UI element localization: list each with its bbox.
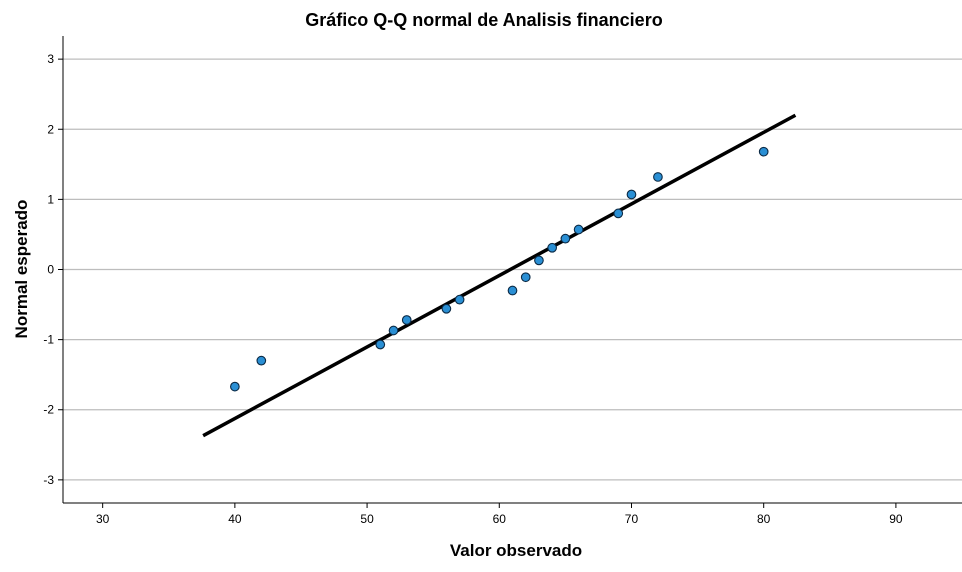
data-point — [573, 224, 584, 235]
x-tick-label: 40 — [228, 512, 242, 526]
data-point — [256, 355, 267, 366]
y-tick-label: 0 — [47, 263, 54, 277]
data-point — [626, 189, 637, 200]
y-tick-label: -2 — [43, 403, 54, 417]
y-axis-label: Normal esperado — [12, 200, 31, 339]
data-points — [230, 146, 769, 392]
data-point — [401, 315, 412, 325]
x-tick-label: 70 — [625, 512, 639, 526]
data-point — [534, 255, 544, 266]
reference-line — [202, 113, 797, 438]
data-point — [507, 285, 518, 296]
data-point — [520, 272, 531, 283]
data-point — [653, 172, 663, 182]
data-point — [758, 146, 769, 157]
chart-title: Gráfico Q-Q normal de Analisis financier… — [305, 10, 662, 30]
x-tick-label: 80 — [757, 512, 771, 526]
data-point — [441, 303, 452, 314]
data-point — [560, 233, 571, 244]
y-axis-ticks: 3 2 1 0 -1 -2 -3 — [43, 52, 63, 487]
grid-lines — [63, 58, 962, 481]
y-tick-label: -3 — [43, 473, 54, 487]
x-tick-label: 60 — [493, 512, 507, 526]
y-tick-label: 1 — [47, 192, 54, 206]
y-tick-label: -1 — [43, 333, 54, 347]
data-point — [547, 242, 558, 253]
y-tick-label: 2 — [47, 122, 54, 136]
x-axis-label: Valor observado — [450, 541, 582, 560]
data-point — [388, 325, 399, 336]
data-point — [613, 208, 624, 219]
reference-line-group — [202, 113, 797, 438]
y-tick-label: 3 — [47, 52, 54, 66]
x-tick-label: 90 — [889, 512, 903, 526]
data-point — [375, 339, 386, 350]
x-axis-ticks: 30 40 50 60 70 80 90 — [96, 503, 903, 526]
data-point — [454, 294, 465, 305]
data-point — [230, 381, 240, 392]
x-tick-label: 30 — [96, 512, 110, 526]
x-tick-label: 50 — [360, 512, 374, 526]
